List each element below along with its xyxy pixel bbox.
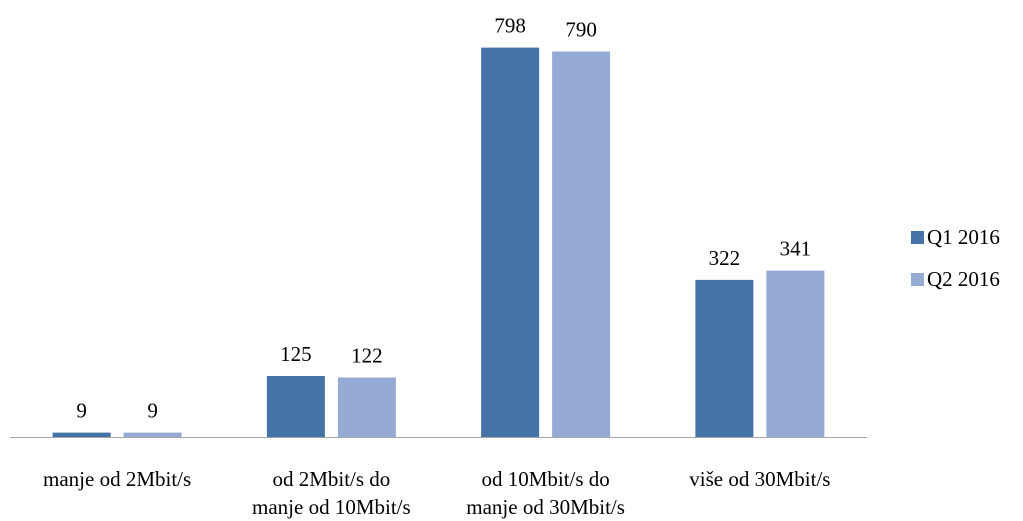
- legend-label-q1: Q1 2016: [927, 225, 1000, 249]
- category-label-line: manje od 2Mbit/s: [43, 467, 191, 491]
- data-label-q2-cat-0: 9: [147, 399, 158, 423]
- category-label-2: od 10Mbit/s do manje od 30Mbit/s: [466, 467, 625, 519]
- legend-label-q2: Q2 2016: [927, 267, 1000, 291]
- category-label-0: manje od 2Mbit/s: [43, 467, 191, 491]
- category-label-line: manje od 30Mbit/s: [466, 495, 625, 519]
- bar-q1-cat-0: [52, 432, 111, 437]
- data-label-q2-cat-1: 122: [351, 343, 383, 367]
- category-label-line: manje od 10Mbit/s: [252, 495, 411, 519]
- legend-swatch-q1: [911, 231, 924, 244]
- category-label-line: više od 30Mbit/s: [689, 467, 830, 491]
- bar-q2-cat-3: [766, 270, 825, 437]
- data-label-q1-cat-0: 9: [76, 399, 87, 423]
- data-label-q2-cat-2: 790: [565, 18, 597, 42]
- legend-swatch-q2: [911, 273, 924, 286]
- bar-q2-cat-0: [123, 432, 182, 437]
- data-label-q2-cat-3: 341: [780, 237, 812, 261]
- category-label-1: od 2Mbit/s do manje od 10Mbit/s: [252, 467, 411, 519]
- bar-q1-cat-3: [695, 279, 754, 437]
- bar-q2-cat-2: [552, 51, 611, 438]
- category-label-3: više od 30Mbit/s: [689, 467, 830, 491]
- data-label-q1-cat-3: 322: [709, 246, 741, 270]
- data-label-q1-cat-2: 798: [494, 14, 526, 38]
- category-label-line: od 2Mbit/s do: [272, 467, 390, 491]
- data-label-q1-cat-1: 125: [280, 342, 312, 366]
- legend: Q1 2016 Q2 2016: [911, 225, 1000, 291]
- category-label-line: od 10Mbit/s do: [481, 467, 609, 491]
- bars-layer: [52, 47, 825, 438]
- bar-q1-cat-1: [266, 376, 325, 437]
- data-labels-layer: 9 9 125 122 798 790 322 341: [76, 14, 811, 423]
- category-labels-layer: manje od 2Mbit/s od 2Mbit/s do manje od 10…: [43, 467, 830, 519]
- bar-q1-cat-2: [481, 47, 540, 438]
- bar-q2-cat-1: [337, 377, 396, 437]
